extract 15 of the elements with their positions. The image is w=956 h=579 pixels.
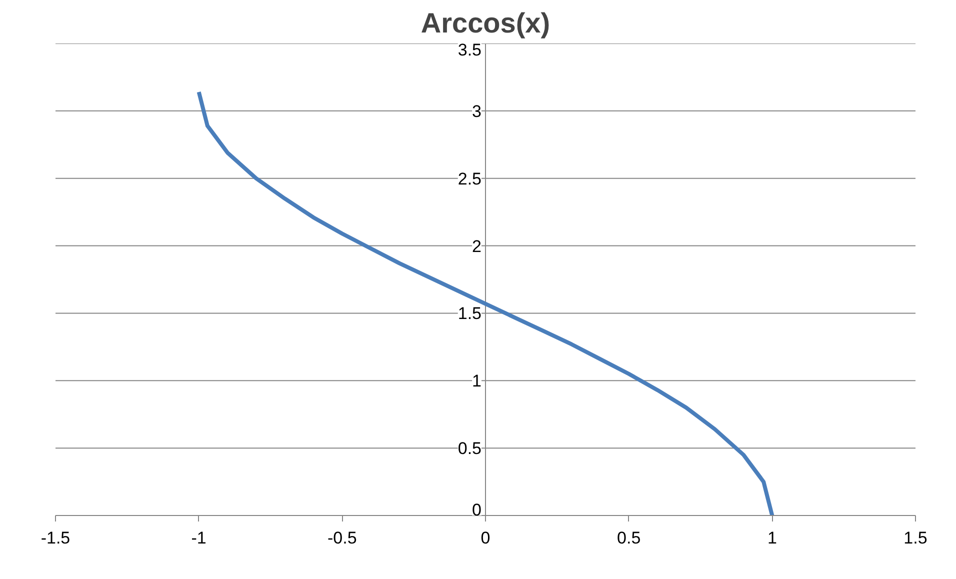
x-tick-label: -0.5 bbox=[328, 528, 357, 548]
y-tick-label: 3.5 bbox=[458, 40, 482, 60]
y-tick-label: 2.5 bbox=[458, 169, 482, 188]
x-tick-label: 1.5 bbox=[904, 528, 928, 548]
x-tick-label: 1 bbox=[767, 528, 777, 548]
chart-title: Arccos(x) bbox=[420, 8, 550, 38]
x-tick-label: -1 bbox=[191, 528, 206, 548]
y-tick-label: 3 bbox=[472, 102, 482, 121]
y-tick-label: 1.5 bbox=[458, 304, 482, 324]
x-tick-label: -1.5 bbox=[40, 528, 70, 548]
y-tick-label: 2 bbox=[472, 236, 482, 256]
y-tick-label: 0 bbox=[472, 500, 482, 520]
x-tick-label: 0.5 bbox=[617, 528, 641, 548]
y-tick-label: 1 bbox=[472, 372, 482, 391]
y-tick-label: 0.5 bbox=[458, 439, 482, 458]
